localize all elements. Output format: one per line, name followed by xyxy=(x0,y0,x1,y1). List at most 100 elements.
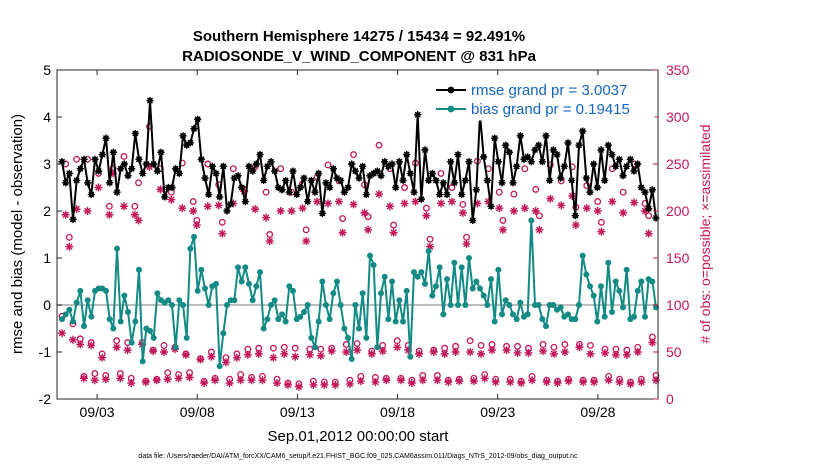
rmse-marker-star xyxy=(311,188,319,196)
possible-obs-marker xyxy=(105,202,113,210)
assimilated-obs-marker xyxy=(418,376,427,385)
rmse-marker-star xyxy=(450,179,458,187)
chart-marks xyxy=(58,96,660,391)
rmse-marker-star xyxy=(498,179,506,187)
rmse-marker-star xyxy=(421,146,429,154)
bias-marker xyxy=(392,318,399,325)
bias-marker xyxy=(433,283,440,290)
bias-marker xyxy=(652,304,659,311)
bias-marker xyxy=(403,287,410,294)
rmse-marker-star xyxy=(458,190,466,199)
assimilated-obs-marker xyxy=(600,348,609,357)
rmse-marker-star xyxy=(454,151,462,159)
bias-marker xyxy=(348,356,355,363)
assimilated-obs-marker xyxy=(371,378,380,387)
rmse-marker-star xyxy=(87,190,95,199)
rmse-marker-star xyxy=(608,151,616,159)
bias-marker xyxy=(308,334,315,341)
assimilated-obs-marker xyxy=(400,199,409,208)
rmse-marker-star xyxy=(76,165,84,173)
legend-rmse-label: rmse grand pr = 3.0037 xyxy=(471,82,627,99)
bias-marker xyxy=(315,318,322,325)
bias-marker xyxy=(480,292,487,299)
rmse-marker-star xyxy=(205,190,213,199)
bias-marker xyxy=(165,297,172,304)
bias-marker xyxy=(213,280,220,287)
possible-obs-marker xyxy=(477,341,485,349)
assimilated-obs-marker xyxy=(218,229,227,238)
rmse-marker-star xyxy=(575,141,583,149)
assimilated-obs-marker xyxy=(469,377,478,386)
assimilated-obs-marker xyxy=(382,376,391,385)
assimilated-obs-marker xyxy=(203,202,212,211)
bias-marker xyxy=(150,334,157,341)
assimilated-obs-marker xyxy=(648,338,657,347)
bias-marker xyxy=(172,344,179,351)
assimilated-obs-marker xyxy=(433,376,442,385)
rmse-marker-star xyxy=(480,153,488,161)
rmse-marker-star xyxy=(502,141,510,149)
assimilated-obs-marker xyxy=(440,349,449,358)
assimilated-obs-marker xyxy=(112,343,121,352)
rmse-marker-star xyxy=(630,167,638,175)
bias-marker xyxy=(345,334,352,341)
rmse-marker-star xyxy=(58,158,66,166)
rmse-marker-star xyxy=(520,155,528,163)
rmse-marker-star xyxy=(238,183,246,192)
rmse-marker-star xyxy=(135,155,143,163)
bias-marker xyxy=(136,266,143,273)
assimilated-obs-marker xyxy=(375,190,384,199)
bias-marker xyxy=(400,318,407,325)
rmse-marker-star xyxy=(381,158,389,166)
bias-marker xyxy=(418,269,425,276)
rmse-marker-star xyxy=(351,167,359,175)
assimilated-obs-marker xyxy=(630,198,639,207)
legend-bias-label: bias grand pr = 0.19415 xyxy=(471,101,630,118)
rmse-marker-star xyxy=(260,176,268,185)
bias-marker xyxy=(359,290,366,297)
assimilated-obs-marker xyxy=(58,329,67,338)
rmse-marker-star xyxy=(560,162,568,170)
assimilated-obs-marker xyxy=(615,378,624,387)
assimilated-obs-marker xyxy=(652,376,660,385)
assimilated-obs-marker xyxy=(641,207,650,215)
rmse-marker-star xyxy=(69,215,77,224)
assimilated-obs-marker xyxy=(65,242,74,251)
assimilated-obs-marker xyxy=(389,228,398,237)
bias-marker xyxy=(191,233,198,240)
assimilated-obs-marker xyxy=(141,378,150,387)
rmse-marker-star xyxy=(234,172,242,180)
rmse-marker-star xyxy=(527,158,535,166)
x-tick-label: 09/08 xyxy=(180,404,215,420)
possible-obs-marker xyxy=(597,218,605,226)
assimilated-obs-marker xyxy=(396,376,405,385)
rmse-marker-star xyxy=(190,125,198,133)
possible-obs-marker xyxy=(324,161,332,169)
bias-marker xyxy=(128,339,135,346)
bias-marker xyxy=(572,316,579,323)
legend-box xyxy=(429,77,655,121)
bias-marker xyxy=(242,264,249,271)
bias-marker xyxy=(557,304,564,311)
assimilated-obs-marker xyxy=(582,204,591,213)
rmse-marker-star xyxy=(296,183,304,192)
assimilated-obs-marker xyxy=(163,375,172,384)
rmse-marker-star xyxy=(175,169,183,177)
bias-marker xyxy=(121,292,128,299)
assimilated-obs-marker xyxy=(313,197,322,206)
assimilated-obs-marker xyxy=(116,374,125,383)
rmse-marker-star xyxy=(91,155,99,163)
bias-marker xyxy=(73,299,80,306)
assimilated-obs-marker xyxy=(324,199,333,208)
rmse-marker-star xyxy=(329,165,337,173)
rmse-marker-star xyxy=(73,176,81,185)
assimilated-obs-marker xyxy=(560,348,569,356)
x-tick-label: 09/23 xyxy=(480,404,515,420)
assimilated-obs-marker xyxy=(378,347,387,356)
assimilated-obs-marker xyxy=(622,350,631,359)
rmse-marker-star xyxy=(546,176,554,185)
assimilated-obs-marker xyxy=(109,169,118,178)
rmse-marker-star xyxy=(201,174,209,182)
